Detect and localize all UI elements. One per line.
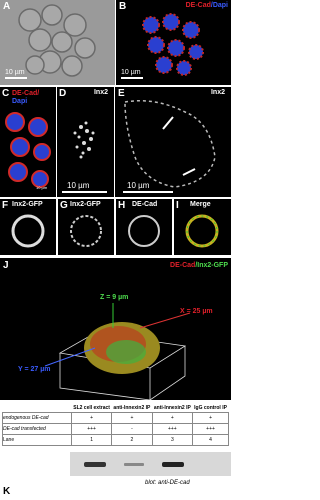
scale-label: 10 µm xyxy=(5,69,25,76)
ring-image xyxy=(128,215,160,247)
cell: 1 xyxy=(70,434,113,446)
stain: Dapi xyxy=(12,98,28,105)
cell: + xyxy=(151,412,194,424)
scale-label: 10 µm xyxy=(36,185,48,190)
axis-label: X = 25 µm xyxy=(180,308,213,315)
axis-label: Y = 27 µm xyxy=(18,366,51,373)
stain-label: Merge xyxy=(190,201,211,208)
ring-image xyxy=(11,214,45,248)
row-label: Lane xyxy=(2,434,72,446)
scale-label: 10 µm xyxy=(121,69,141,76)
stain-label: Inx2 xyxy=(210,89,225,96)
panel-h: H DE-Cad xyxy=(116,199,172,255)
stain-label: DE-Cad/Dapi xyxy=(186,2,228,9)
cell: 2 xyxy=(111,434,153,446)
blot-image xyxy=(70,452,231,476)
cell: +++ xyxy=(70,423,113,435)
panel-label: D xyxy=(59,88,67,99)
cell: + xyxy=(70,412,113,424)
panel-label: F xyxy=(2,200,9,211)
stain-label: DE-Cad/Dapi xyxy=(12,90,39,106)
panel-g: G Inx2-GFP xyxy=(58,199,114,255)
stain-label: Inx2 xyxy=(93,89,108,96)
panel-label: J xyxy=(3,260,9,271)
stain-label: Inx2-GFP xyxy=(12,201,43,208)
panel-i: I Merge xyxy=(174,199,231,255)
ring-image xyxy=(185,214,219,248)
fluorescence-image xyxy=(142,13,204,76)
cell: + xyxy=(192,412,229,424)
axis-label: Z = 9 µm xyxy=(100,294,129,301)
cell: 3 xyxy=(151,434,194,446)
stain: DE-Cad xyxy=(185,2,211,9)
panel-label: C xyxy=(2,88,10,99)
scale-label: 10 µm xyxy=(127,181,150,190)
panel-e: E Inx2 10 µm xyxy=(115,87,231,197)
panel-d: D Inx2 10 µm xyxy=(57,87,114,197)
row-label: DE-cad transfected xyxy=(2,423,72,435)
stain-label: DE-Cad xyxy=(132,201,158,208)
column-header: anti-Innexin2 IP xyxy=(113,405,151,411)
panel-j: J DE-Cad/Inx2-GFP Z = 9 µm X = 25 µm Y =… xyxy=(0,258,231,400)
panel-label: I xyxy=(176,200,179,211)
scale-bar xyxy=(121,77,143,79)
cell: +++ xyxy=(151,423,194,435)
column-header: anti-Innexin2 IP xyxy=(153,405,191,411)
panel-label: B xyxy=(119,1,127,12)
panel-label: K xyxy=(3,486,11,497)
cell: + xyxy=(111,412,153,424)
stain: /Dapi xyxy=(210,2,228,9)
column-header: SL2 cell extract xyxy=(73,405,110,411)
stain-label: Inx2-GFP xyxy=(70,201,101,208)
cell: 4 xyxy=(192,434,229,446)
panel-b: B DE-Cad/Dapi 10 µm xyxy=(116,0,231,85)
panel-label: E xyxy=(118,88,125,99)
scale-bar xyxy=(62,191,107,193)
figure: A 10 µm B DE-Cad/Dapi 10 µm C DE-Cad/Dap… xyxy=(0,0,231,497)
panel-f: F Inx2-GFP xyxy=(0,199,56,255)
stain-label: DE-Cad/Inx2-GFP xyxy=(170,262,228,269)
fluorescence-image xyxy=(5,112,51,188)
ring-image xyxy=(70,215,102,247)
row-label: endogenous DE-cad xyxy=(2,412,72,424)
panel-label: H xyxy=(118,200,126,211)
stain: DE-Cad/ xyxy=(12,90,40,97)
scale-bar xyxy=(5,77,27,79)
dic-image xyxy=(18,4,96,77)
cell: +++ xyxy=(192,423,229,435)
panel-c: C DE-Cad/Dapi 10 µm xyxy=(0,87,56,197)
scale-bar xyxy=(123,191,173,193)
column-header: IgG control IP xyxy=(194,405,227,411)
fluorescence-image xyxy=(73,121,95,159)
cell: - xyxy=(111,423,153,435)
fluorescence-image xyxy=(124,100,216,188)
lane-table: SL2 cell extract anti-Innexin2 IP anti-Inn… xyxy=(2,404,229,446)
scale-label: 10 µm xyxy=(67,181,90,190)
3d-render xyxy=(44,303,191,400)
stain: DE-Cad xyxy=(170,262,196,269)
panel-label: A xyxy=(3,1,11,12)
blot-label: blot: anti-DE-cad xyxy=(145,480,190,486)
stain: /Inx2-GFP xyxy=(195,262,228,269)
panel-label: G xyxy=(60,200,68,211)
panel-a: A 10 µm xyxy=(0,0,115,85)
